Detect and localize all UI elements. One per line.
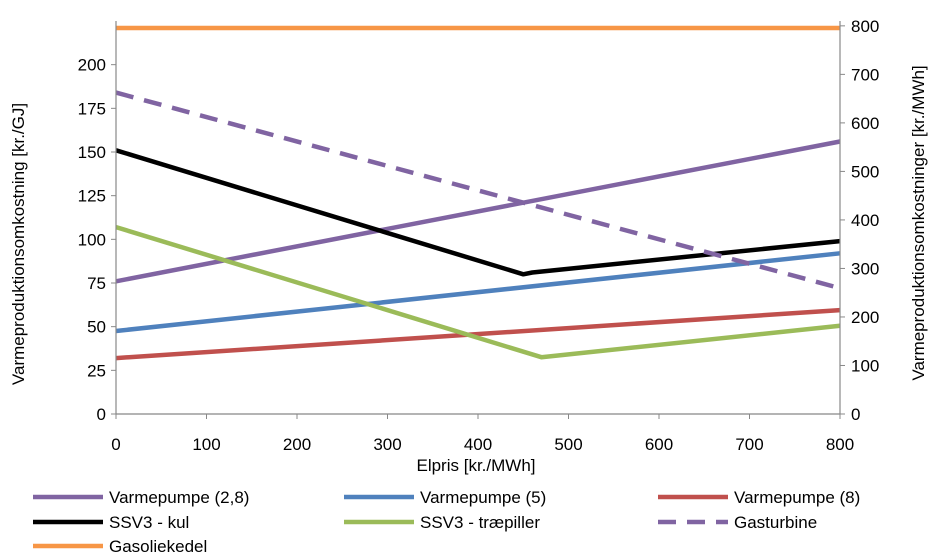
- y2-tick-label: 0: [851, 405, 860, 424]
- y-tick-label: 125: [78, 187, 106, 206]
- series-line-1: [115, 139, 841, 284]
- legend-label: SSV3 - træpiller: [420, 513, 540, 532]
- legend-label: Varmepumpe (5): [420, 488, 546, 507]
- y2-tick-label: 800: [851, 17, 879, 36]
- x-tick-label: 200: [283, 435, 311, 454]
- series-line-3: [115, 307, 841, 361]
- y-tick-label: 150: [78, 143, 106, 162]
- series-line-6: [115, 90, 841, 291]
- x-tick-label: 700: [735, 435, 763, 454]
- y2-tick-label: 700: [851, 65, 879, 84]
- legend-label: Gasoliekedel: [109, 537, 207, 556]
- y2-tick-label: 400: [851, 211, 879, 230]
- y2-tick-label: 300: [851, 259, 879, 278]
- y2-axis-label: Varmeproduktionsomkostninger [kr./MWh]: [909, 65, 928, 380]
- legend-label: Gasturbine: [734, 513, 817, 532]
- axes: 0 100 200 300 400 500 600 700 800 0 25 50 75 100 125 15…: [78, 17, 880, 454]
- series-line-5: [115, 224, 841, 360]
- x-tick-label: 100: [192, 435, 220, 454]
- y-tick-label: 200: [78, 56, 106, 75]
- y-tick-label: 100: [78, 230, 106, 249]
- y-tick-label: 175: [78, 99, 106, 118]
- legend-label: Varmepumpe (8): [734, 488, 860, 507]
- y2-tick-label: 600: [851, 114, 879, 133]
- series-line-4: [115, 148, 841, 277]
- y2-tick-label: 100: [851, 356, 879, 375]
- legend-label: Varmepumpe (2,8): [109, 488, 249, 507]
- y-axis-label: Varmeproduktionsomkostning [kr./GJ]: [9, 103, 28, 385]
- y-tick-label: 25: [87, 361, 106, 380]
- plot-area: [115, 25, 841, 361]
- x-tick-label: 600: [645, 435, 673, 454]
- y-tick-label: 0: [97, 405, 106, 424]
- series-line-2: [115, 251, 841, 334]
- x-axis-label: Elpris [kr./MWh]: [416, 456, 535, 475]
- y-tick-label: 50: [87, 318, 106, 337]
- x-tick-label: 0: [111, 435, 120, 454]
- x-tick-label: 300: [373, 435, 401, 454]
- legend-label: SSV3 - kul: [109, 513, 189, 532]
- x-tick-label: 500: [554, 435, 582, 454]
- x-tick-label: 800: [826, 435, 854, 454]
- y-tick-label: 75: [87, 274, 106, 293]
- legend: Varmepumpe (2,8) Varmepumpe (5) Varmepumpe…: [33, 488, 860, 556]
- x-tick-label: 400: [464, 435, 492, 454]
- y2-tick-label: 500: [851, 162, 879, 181]
- y2-tick-label: 200: [851, 308, 879, 327]
